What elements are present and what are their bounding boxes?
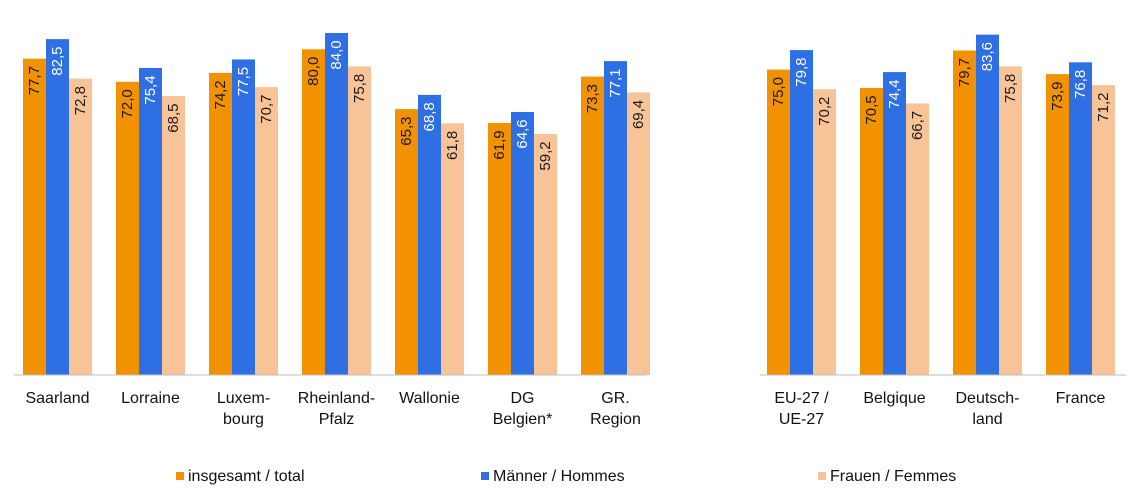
category-label: Belgique: [863, 390, 925, 407]
bar: [1092, 85, 1115, 375]
bar-value-label: 70,2: [816, 97, 833, 126]
bar-value-label: 84,0: [328, 40, 345, 69]
bar-value-label: 66,7: [909, 111, 926, 140]
bar: [1069, 62, 1092, 376]
category-label: Luxem-: [217, 390, 270, 407]
legend-swatch: [818, 472, 826, 480]
bar: [232, 59, 255, 375]
bar-value-label: 75,8: [1002, 74, 1019, 103]
bar-value-label: 68,8: [421, 102, 438, 131]
bar: [302, 49, 325, 376]
bar-value-label: 79,8: [793, 57, 810, 86]
bar: [418, 94, 441, 375]
bar: [46, 39, 69, 375]
category-label: DG: [511, 390, 535, 407]
bar-value-label: 61,9: [491, 130, 508, 159]
bar-value-label: 77,5: [235, 67, 252, 96]
bar-value-label: 59,2: [537, 141, 554, 170]
bar: [116, 81, 139, 375]
bar: [906, 103, 929, 375]
legend-label: Männer / Hommes: [493, 468, 625, 485]
bar-value-label: 72,8: [72, 86, 89, 115]
bar-value-label: 65,3: [398, 117, 415, 146]
bar: [953, 50, 976, 375]
bar: [23, 58, 46, 376]
bar-value-label: 76,8: [1072, 70, 1089, 99]
category-label: Pfalz: [319, 411, 355, 428]
bar: [976, 34, 999, 375]
bar: [813, 89, 836, 375]
bar-value-label: 77,1: [607, 68, 624, 97]
bar: [1046, 74, 1069, 375]
legend-swatch: [176, 472, 184, 480]
category-label: EU-27 /: [774, 390, 829, 407]
bar: [139, 68, 162, 375]
bar-value-label: 75,0: [770, 77, 787, 106]
category-label: Wallonie: [399, 390, 460, 407]
bar-value-label: 83,6: [979, 42, 996, 71]
category-label: bourg: [223, 411, 264, 428]
bar: [395, 109, 418, 375]
bar-value-label: 74,4: [886, 79, 903, 108]
bar: [348, 66, 371, 375]
category-label: GR.: [601, 390, 629, 407]
bar: [883, 72, 906, 375]
category-label: Region: [590, 411, 641, 428]
bar-value-label: 80,0: [305, 57, 322, 86]
bar: [999, 66, 1022, 375]
bar-value-label: 64,6: [514, 119, 531, 148]
category-label: Saarland: [25, 390, 89, 407]
bar-value-label: 73,3: [584, 84, 601, 113]
bar: [790, 50, 813, 375]
bar-value-label: 61,8: [444, 131, 461, 160]
category-label: France: [1056, 390, 1106, 407]
legend-swatch: [481, 472, 489, 480]
legend-label: Frauen / Femmes: [830, 468, 956, 485]
bar-value-label: 72,0: [119, 89, 136, 118]
category-label: Belgien*: [493, 411, 553, 428]
bar-value-label: 68,5: [165, 104, 182, 133]
bar: [767, 69, 790, 376]
bar-value-label: 71,2: [1095, 93, 1112, 122]
bar: [441, 123, 464, 375]
bar: [162, 96, 185, 375]
bar-value-label: 73,9: [1049, 82, 1066, 111]
bar: [860, 87, 883, 375]
bar-value-label: 77,7: [26, 66, 43, 95]
bar-value-label: 79,7: [956, 58, 973, 87]
bar: [255, 87, 278, 376]
category-label: UE-27: [779, 411, 824, 428]
category-label: Rheinland-: [298, 390, 375, 407]
bar-value-label: 74,2: [212, 80, 229, 109]
bar: [209, 72, 232, 376]
bar-value-label: 82,5: [49, 47, 66, 76]
category-label: land: [972, 411, 1002, 428]
bar: [534, 133, 557, 375]
legend-label: insgesamt / total: [188, 468, 305, 485]
bar: [69, 78, 92, 375]
bar-value-label: 69,4: [630, 100, 647, 129]
bar: [488, 122, 511, 375]
bar-value-label: 70,7: [258, 95, 275, 124]
bar-value-label: 75,4: [142, 75, 159, 104]
category-label: Lorraine: [121, 390, 180, 407]
category-label: Deutsch-: [955, 390, 1019, 407]
bar-value-label: 75,8: [351, 74, 368, 103]
bar: [581, 76, 604, 376]
bar-value-label: 70,5: [863, 95, 880, 124]
bar: [604, 61, 627, 375]
bar: [511, 111, 534, 375]
bar: [627, 92, 650, 375]
bar: [325, 33, 348, 375]
